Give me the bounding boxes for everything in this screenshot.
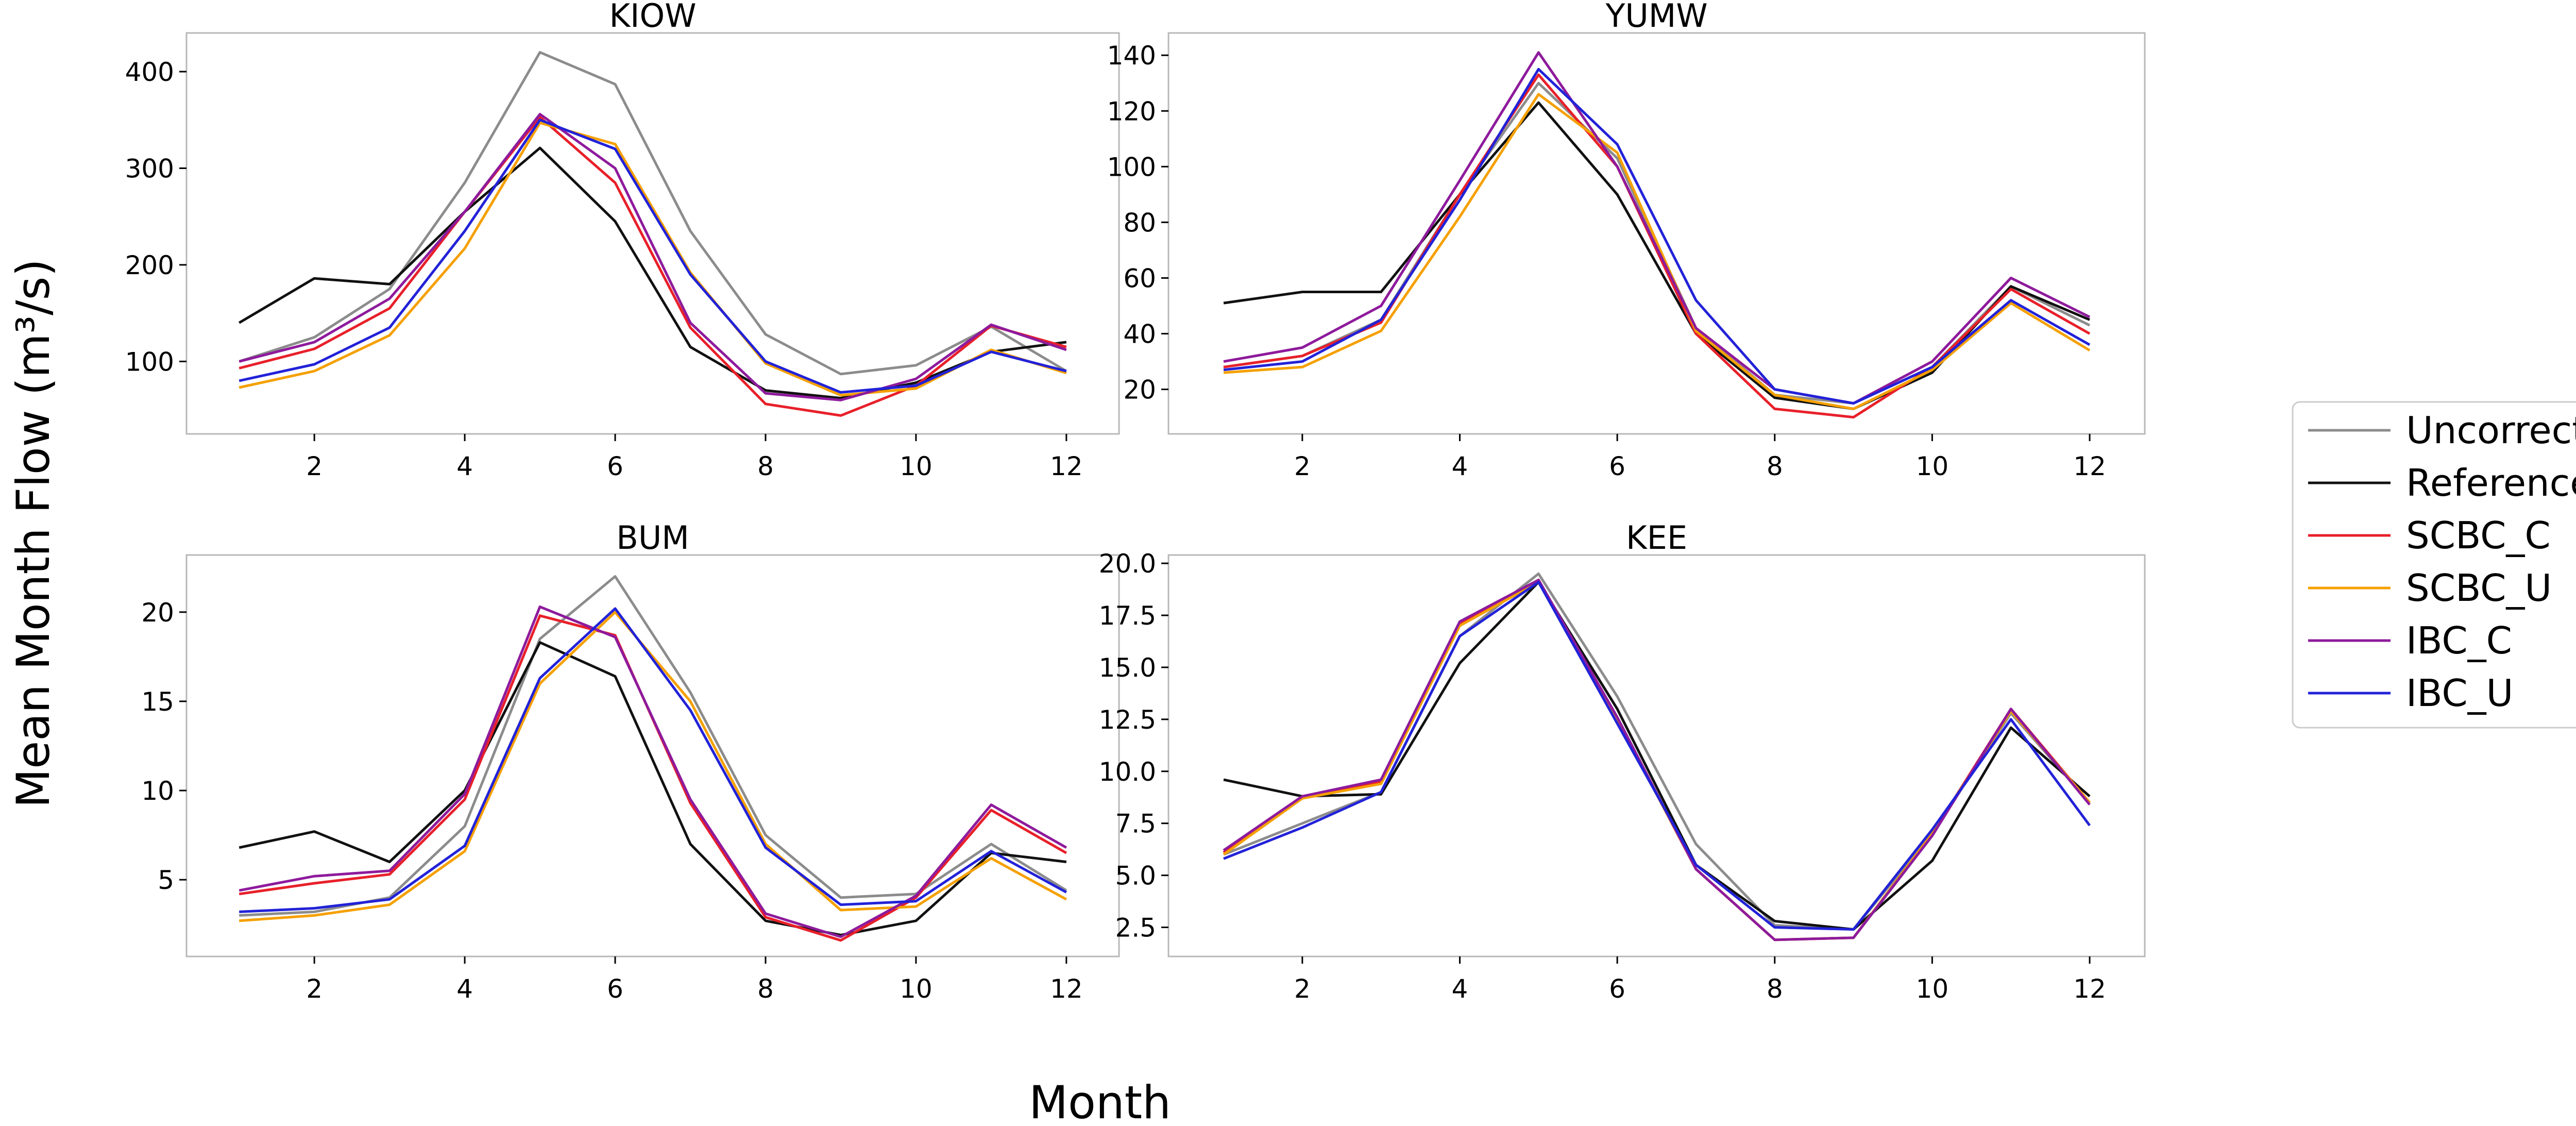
y-tick-label: 17.5: [1099, 601, 1156, 631]
series-line-reference: [239, 641, 1067, 936]
series-line-ibc-c: [239, 605, 1067, 938]
y-tick-label: 5.0: [1115, 861, 1156, 891]
series-line-uncorrected: [239, 51, 1067, 376]
series-line-ibc-c: [239, 113, 1067, 401]
x-tick-label: 6: [607, 974, 623, 1004]
y-tick-label: 15: [141, 687, 174, 717]
series-line-scbc-c: [239, 614, 1067, 942]
x-tick-label: 6: [1609, 451, 1625, 481]
y-tick-label: 100: [125, 347, 174, 377]
legend-label: Reference: [2406, 461, 2576, 505]
legend-item-reference: Reference: [2308, 461, 2576, 505]
x-tick-label: 8: [757, 451, 774, 481]
panel-title: BUM: [616, 519, 689, 557]
plot-frame: [1167, 554, 2146, 957]
legend-label: SCBC_C: [2406, 514, 2551, 557]
y-tick-label: 20.0: [1099, 549, 1156, 579]
series-line-reference: [1223, 101, 2090, 410]
series-line-ibc-c: [1223, 578, 2091, 942]
x-tick-label: 6: [1609, 974, 1625, 1004]
y-axis-label: Mean Month Flow (m³/s): [7, 259, 60, 808]
x-tick-label: 2: [1294, 451, 1311, 481]
panel-bum: BUM 2 4 6 8 10 12 5 10 15 20: [141, 519, 1120, 1004]
y-tick-label: 80: [1123, 208, 1156, 238]
x-tick-label: 2: [1294, 974, 1311, 1004]
legend-item-scbc-u: SCBC_U: [2308, 566, 2552, 610]
series-line-scbc-c: [239, 115, 1067, 417]
y-tick-label: 5: [158, 865, 174, 895]
series-line-ibc-u: [239, 607, 1067, 913]
x-tick-label: 4: [456, 451, 473, 481]
panel-title: YUMW: [1605, 0, 1707, 35]
series-line-reference: [238, 146, 1067, 400]
series-line-reference: [1223, 581, 2091, 931]
plot-frame: [185, 554, 1120, 957]
series-line-scbc-u: [239, 121, 1067, 397]
y-tick-label: 400: [125, 57, 174, 87]
series-line-scbc-u: [1223, 93, 2091, 410]
y-tick-label: 15.0: [1099, 653, 1156, 683]
series-line-ibc-c: [1223, 51, 2091, 405]
y-axis-label-text: Mean Month Flow (m³/s): [7, 259, 60, 808]
legend-label: SCBC_U: [2406, 566, 2552, 610]
y-tick-label: 40: [1123, 320, 1156, 349]
x-tick-label: 8: [1767, 974, 1783, 1004]
y-tick-label: 20: [141, 598, 174, 628]
x-tick-label: 12: [1050, 974, 1083, 1004]
x-tick-label: 6: [607, 451, 623, 481]
panel-kee: KEE 2 4 6 8 10 12 2.5 5.0 7.5 10.0 12.5 15.0 17.5 20.0: [1099, 519, 2146, 1004]
y-tick-label: 20: [1123, 375, 1156, 405]
y-tick-label: 12.5: [1099, 705, 1156, 735]
x-tick-label: 10: [1916, 974, 1949, 1004]
x-tick-label: 10: [900, 451, 933, 481]
series-line-scbc-u: [239, 611, 1067, 922]
y-tick-label: 140: [1107, 41, 1156, 71]
x-tick-label: 12: [2073, 974, 2106, 1004]
panel-title: KEE: [1626, 519, 1687, 557]
y-tick-label: 100: [1107, 152, 1156, 182]
legend-label: IBC_U: [2406, 671, 2513, 715]
x-tick-label: 2: [306, 451, 323, 481]
series-line-scbc-u: [1223, 581, 2091, 942]
legend-label: IBC_C: [2406, 619, 2512, 662]
plot-frame: [1167, 32, 2146, 435]
legend: Uncorrected Reference SCBC_C SCBC_U IBC_C IBC…: [2292, 401, 2576, 729]
legend-item-scbc-c: SCBC_C: [2308, 514, 2551, 557]
x-tick-label: 2: [306, 974, 323, 1004]
y-tick-label: 200: [125, 250, 174, 280]
x-tick-label: 12: [1050, 451, 1083, 481]
panel-title: KIOW: [609, 0, 696, 35]
legend-item-ibc-u: IBC_U: [2308, 671, 2513, 715]
series-line-ibc-u: [1223, 581, 2091, 931]
y-tick-label: 2.5: [1115, 913, 1156, 943]
series-line-ibc-u: [1223, 68, 2091, 405]
panel-kiow: KIOW 2 4 6 8 10 12 100 200 300 400: [125, 0, 1120, 481]
y-tick-label: 10.0: [1099, 757, 1156, 787]
x-tick-label: 8: [1767, 451, 1783, 481]
series-line-ibc-u: [239, 119, 1067, 394]
x-tick-label: 4: [1452, 451, 1468, 481]
y-tick-label: 60: [1123, 263, 1156, 293]
x-tick-label: 8: [757, 974, 774, 1004]
x-tick-label: 4: [456, 974, 473, 1004]
x-tick-label: 10: [900, 974, 933, 1004]
y-tick-label: 10: [141, 776, 174, 806]
series-line-uncorrected: [1223, 572, 2091, 931]
y-tick-label: 120: [1107, 96, 1156, 126]
x-tick-label: 4: [1452, 974, 1468, 1004]
plot-frame: [185, 32, 1120, 435]
legend-label: Uncorrected: [2406, 409, 2576, 452]
legend-item-uncorrected: Uncorrected: [2308, 409, 2576, 452]
panel-yumw: YUMW 2 4 6 8 10 12 20 40 60 80 100 120 140: [1107, 0, 2146, 481]
y-tick-label: 300: [125, 154, 174, 183]
x-tick-label: 10: [1916, 451, 1949, 481]
panels-group: KIOW 2 4 6 8 10 12 100 200 300 400 YUMW 2 4 6 8 10 12 20 40…: [125, 0, 2146, 1004]
x-axis-label: Month: [1029, 1076, 1171, 1126]
x-tick-label: 12: [2073, 451, 2106, 481]
y-tick-label: 7.5: [1115, 809, 1156, 839]
series-line-scbc-c: [1223, 578, 2091, 942]
legend-item-ibc-c: IBC_C: [2308, 619, 2512, 662]
